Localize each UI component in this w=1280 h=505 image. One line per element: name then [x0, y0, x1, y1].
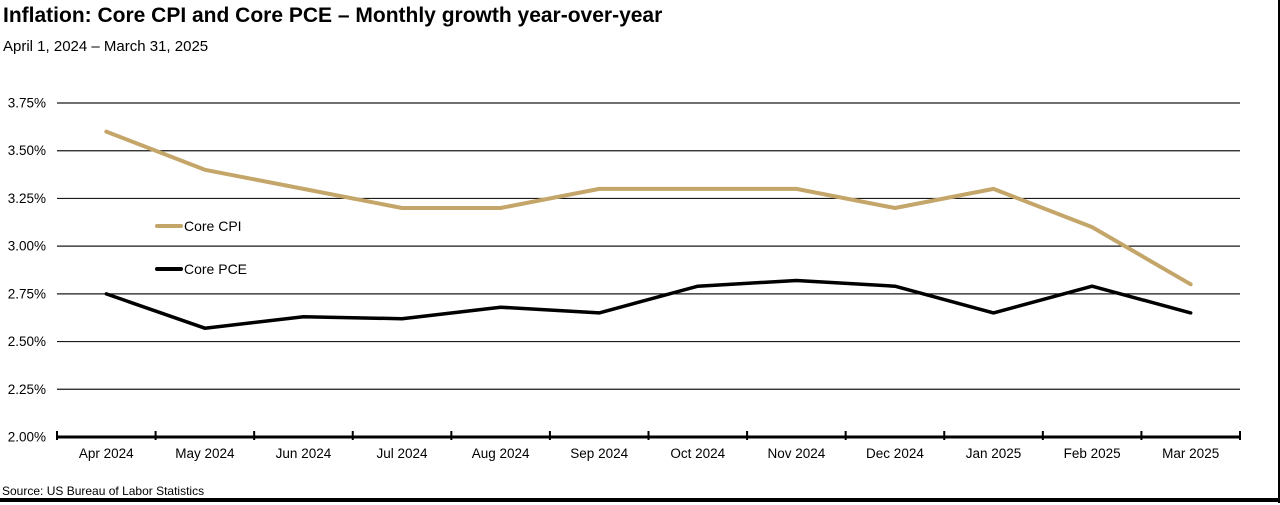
x-tick-label: Aug 2024	[472, 446, 530, 461]
y-tick-label: 2.00%	[8, 430, 46, 445]
x-tick-label: Jan 2025	[966, 446, 1022, 461]
bottom-divider	[0, 498, 1280, 502]
core-pce-line	[104, 278, 1193, 330]
y-tick-label: 3.75%	[8, 96, 46, 111]
legend-item-core-pce: Core PCE	[155, 261, 248, 277]
x-tick-label: Nov 2024	[767, 446, 825, 461]
x-tick-label: Jun 2024	[276, 446, 332, 461]
source-note: Source: US Bureau of Labor Statistics	[2, 484, 205, 498]
core-cpi-line	[104, 129, 1193, 287]
right-frame-border	[1278, 0, 1280, 503]
x-tick-label: Dec 2024	[866, 446, 924, 461]
y-tick-label: 3.50%	[8, 143, 46, 158]
legend-item-core-cpi: Core CPI	[155, 218, 242, 234]
chart-subtitle: April 1, 2024 – March 31, 2025	[3, 38, 209, 55]
y-tick-label: 2.75%	[8, 286, 46, 301]
core-pce-legend-label: Core PCE	[184, 261, 248, 277]
x-tick-label: Oct 2024	[670, 446, 725, 461]
y-tick-label: 3.00%	[8, 239, 46, 254]
y-tick-label: 2.25%	[8, 382, 46, 397]
x-tick-label: Jul 2024	[377, 446, 429, 461]
x-tick-label: Feb 2025	[1064, 446, 1121, 461]
core-cpi-legend-swatch	[155, 224, 183, 228]
y-tick-label: 3.25%	[8, 191, 46, 206]
x-tick-label: Sep 2024	[570, 446, 628, 461]
y-tick-label: 2.50%	[8, 334, 46, 349]
core-cpi-legend-label: Core CPI	[184, 218, 242, 234]
core-pce-legend-swatch	[155, 267, 183, 271]
chart-title: Inflation: Core CPI and Core PCE – Month…	[3, 4, 663, 27]
x-tick-label: Apr 2024	[79, 446, 134, 461]
x-tick-label: Mar 2025	[1162, 446, 1219, 461]
x-tick-label: May 2024	[175, 446, 235, 461]
